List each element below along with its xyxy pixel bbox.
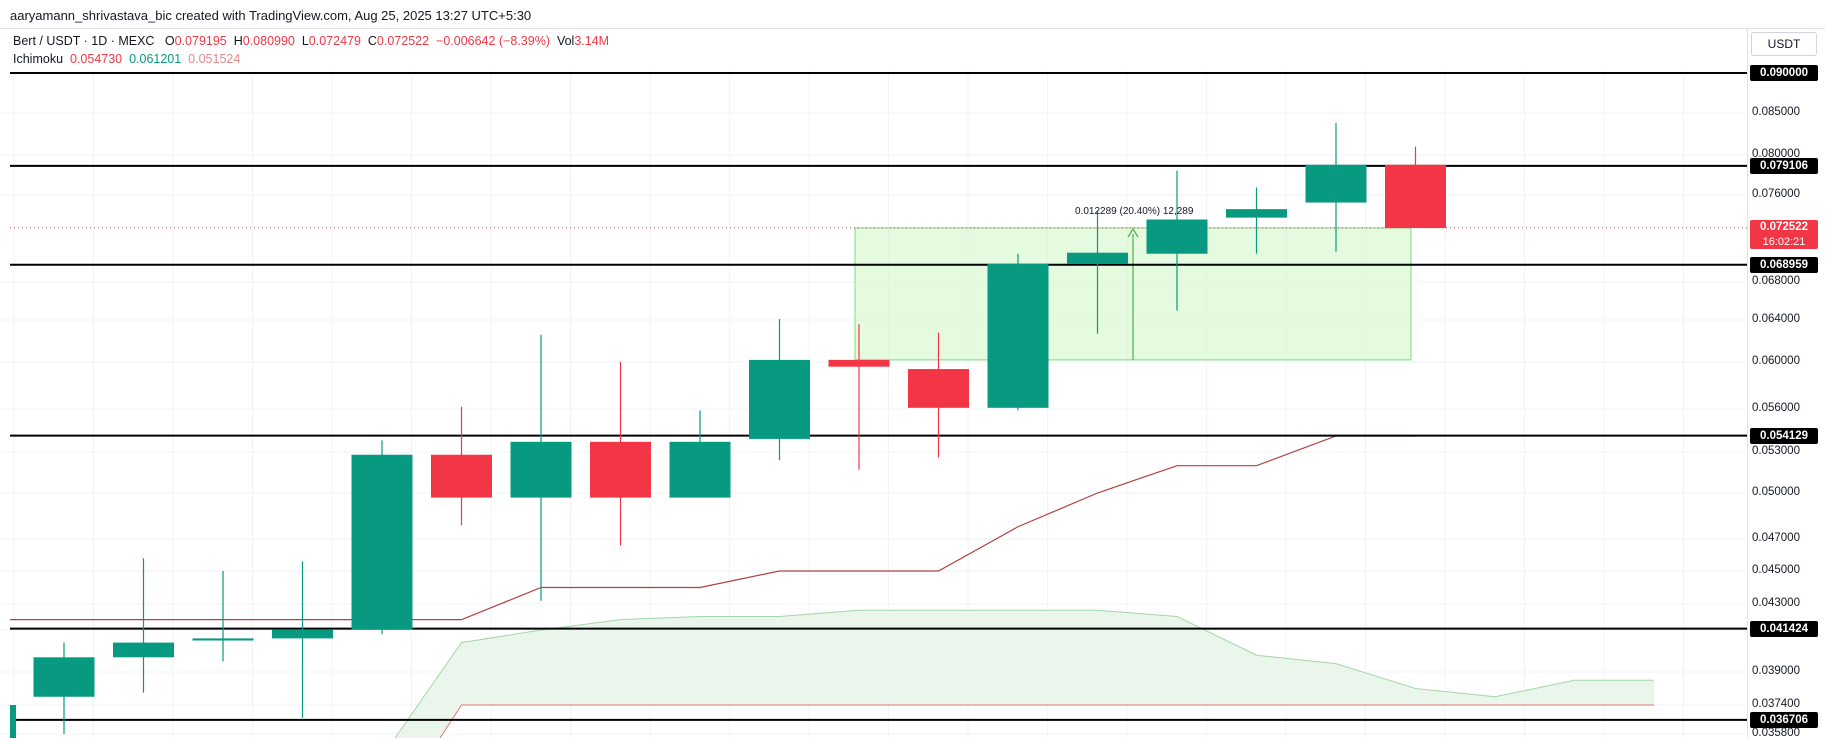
candle-body — [828, 359, 890, 367]
close-label: C — [367, 34, 377, 48]
candle-body — [33, 657, 95, 697]
candle — [1385, 146, 1446, 228]
level-price-label: 0.079106 — [1750, 157, 1818, 174]
candle — [987, 253, 1049, 411]
candle — [510, 334, 572, 601]
volume-value: 3.14M — [574, 34, 610, 48]
candle-body — [987, 264, 1049, 408]
candle-body — [192, 638, 254, 641]
indicator-name[interactable]: Ichimoku — [13, 52, 64, 66]
price-tick-label: 0.043000 — [1752, 597, 1800, 609]
currency-button[interactable]: USDT — [1751, 32, 1817, 56]
price-tick-label: 0.035800 — [1752, 727, 1800, 739]
indicator-legend: Ichimoku 0.054730 0.061201 0.051524 — [13, 52, 240, 66]
level-price-label: 0.054129 — [1750, 427, 1818, 444]
indicator-span-value: 0.051524 — [188, 52, 241, 66]
indicator-kijun-value: 0.061201 — [129, 52, 182, 66]
horizontal-levels — [10, 72, 1747, 721]
candle-body — [272, 629, 333, 639]
change-value: −0.006642 (−8.39%) — [436, 34, 550, 48]
bar-countdown: 16:02:21 — [1762, 235, 1806, 248]
candle-body — [1146, 219, 1208, 254]
price-tick-label: 0.076000 — [1752, 188, 1800, 200]
price-tick-label: 0.085000 — [1752, 106, 1800, 118]
symbol-title[interactable]: Bert / USDT · 1D · MEXC — [13, 34, 155, 48]
candle-body — [590, 441, 651, 498]
measure-tool — [854, 227, 1412, 361]
header-divider — [0, 28, 1825, 29]
candle — [828, 324, 890, 470]
open-value: 0.079195 — [174, 34, 227, 48]
candle — [113, 558, 174, 693]
candle — [1226, 187, 1287, 254]
candles — [10, 123, 1446, 738]
level-price-label: 0.041424 — [1750, 620, 1818, 637]
high-label: H — [233, 34, 243, 48]
price-tick-label: 0.053000 — [1752, 445, 1800, 457]
current-price-value: 0.072522 — [1760, 220, 1808, 233]
symbol-legend: Bert / USDT · 1D · MEXC O0.079195 H0.080… — [13, 34, 609, 48]
price-tick-label: 0.037400 — [1752, 698, 1800, 710]
candle — [908, 332, 969, 458]
price-tick-label: 0.064000 — [1752, 313, 1800, 325]
ichimoku-cloud — [394, 609, 1654, 738]
candle-edge — [10, 705, 16, 738]
candle-body — [351, 454, 413, 630]
cloud-upper-line — [394, 609, 1654, 738]
open-label: O — [164, 34, 175, 48]
indicator-tenkan-value: 0.054730 — [69, 52, 123, 66]
candle-body — [113, 642, 174, 658]
measure-label: 0.012289 (20.40%) 12,289 — [1075, 206, 1194, 217]
candle-body — [1305, 164, 1367, 203]
candle — [272, 561, 333, 718]
price-tick-label: 0.047000 — [1752, 532, 1800, 544]
candle-body — [510, 441, 572, 498]
price-axis[interactable] — [1747, 29, 1825, 738]
price-tick-label: 0.068000 — [1752, 275, 1800, 287]
candle — [749, 319, 810, 461]
level-price-label: 0.090000 — [1750, 65, 1818, 81]
level-price-label: 0.068959 — [1750, 256, 1818, 273]
price-tick-label: 0.080000 — [1752, 148, 1800, 160]
candle-body — [1385, 164, 1446, 228]
measure-arrow-head — [1127, 227, 1139, 238]
candle — [1067, 210, 1128, 334]
candle-body — [908, 369, 969, 408]
close-value: 0.072522 — [376, 34, 430, 48]
price-tick-label: 0.060000 — [1752, 355, 1800, 367]
candle-body — [669, 441, 731, 498]
price-tick-label: 0.045000 — [1752, 564, 1800, 576]
price-tick-label: 0.039000 — [1752, 665, 1800, 677]
candle — [192, 571, 254, 662]
cloud-fill — [395, 610, 1654, 738]
candle — [590, 362, 651, 546]
high-value: 0.080990 — [242, 34, 295, 48]
candle-body — [1067, 252, 1128, 264]
level-price-label: 0.036706 — [1750, 711, 1818, 728]
volume-label: Vol — [556, 34, 575, 48]
chart-credit: aaryamann_shrivastava_bic created with T… — [10, 8, 532, 23]
price-tick-label: 0.050000 — [1752, 486, 1800, 498]
candle — [1146, 170, 1208, 311]
current-price-label: 0.072522 16:02:21 — [1750, 219, 1818, 249]
low-label: L — [301, 34, 309, 48]
candle-body — [1226, 209, 1287, 218]
candle — [1305, 123, 1367, 252]
low-value: 0.072479 — [308, 34, 361, 48]
cloud-lower-line — [439, 704, 1654, 738]
candle-body — [431, 454, 492, 498]
price-tick-label: 0.056000 — [1752, 402, 1800, 414]
candle — [33, 642, 95, 734]
candle — [351, 440, 413, 635]
candle — [669, 410, 731, 498]
candle — [431, 406, 492, 526]
candle-body — [749, 359, 810, 439]
